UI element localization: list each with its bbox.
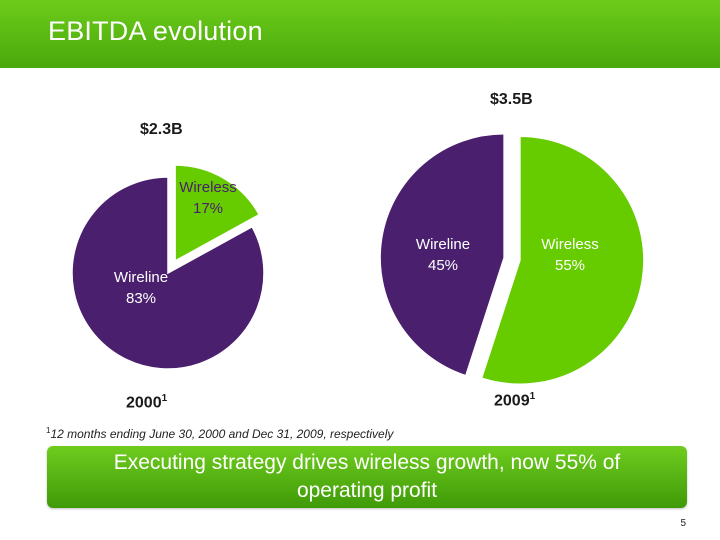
year-label-2000: 20001 <box>126 393 167 412</box>
pie-slice-2009-wireline <box>379 132 505 377</box>
pie-chart-2009 <box>379 132 645 385</box>
page-number: 5 <box>680 518 686 529</box>
slice-label-2000-wireless: Wireless 17% <box>179 177 237 219</box>
slice-name: Wireline <box>415 236 471 253</box>
banner-text: Executing strategy drives wireless growt… <box>113 451 621 502</box>
footnote-marker: 1 <box>46 426 51 435</box>
footnote: 112 months ending June 30, 2000 and Dec … <box>46 426 393 441</box>
year-label-2009: 20091 <box>494 391 535 410</box>
year-text: 2000 <box>126 394 162 412</box>
slice-percent: 45% <box>427 257 459 274</box>
pie-slice-2000-wireline <box>71 176 265 370</box>
slice-percent: 55% <box>554 257 586 274</box>
slice-name: Wireless <box>541 236 599 253</box>
footnote-text: 12 months ending June 30, 2000 and Dec 3… <box>50 427 394 441</box>
slice-label-2009-wireline: Wireline 45% <box>416 234 470 276</box>
year-footnote-marker: 1 <box>529 391 536 402</box>
slice-label-2000-wireline: Wireline 83% <box>114 267 168 309</box>
header-bar: EBITDA evolution <box>0 0 720 68</box>
page-title: EBITDA evolution <box>48 16 263 46</box>
slice-percent: 83% <box>125 290 157 307</box>
total-label-2009: $3.5B <box>490 91 533 108</box>
year-footnote-marker: 1 <box>161 393 168 404</box>
pie-slice-2009-wireless <box>480 135 645 385</box>
pie-slice-2000-wireless <box>174 164 261 263</box>
total-label-2000: $2.3B <box>140 121 183 138</box>
summary-banner: Executing strategy drives wireless growt… <box>47 446 687 508</box>
slice-percent: 17% <box>192 200 224 217</box>
pie-chart-2000 <box>71 164 265 370</box>
slice-name: Wireline <box>113 269 169 286</box>
slice-name: Wireless <box>179 179 237 196</box>
slice-label-2009-wireless: Wireless 55% <box>541 234 599 276</box>
year-text: 2009 <box>494 392 530 410</box>
